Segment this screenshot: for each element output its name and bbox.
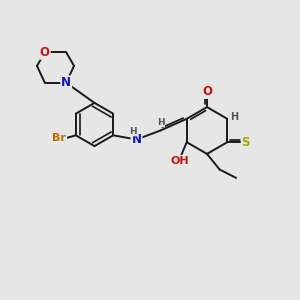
Text: Br: Br [52,133,66,143]
Text: O: O [202,85,212,98]
Text: N: N [131,133,142,146]
Text: O: O [40,46,50,59]
Text: H: H [230,112,238,122]
Text: H: H [157,118,164,127]
Text: OH: OH [171,156,189,166]
Text: S: S [242,136,250,149]
Text: H: H [129,127,137,136]
Text: N: N [61,76,71,89]
